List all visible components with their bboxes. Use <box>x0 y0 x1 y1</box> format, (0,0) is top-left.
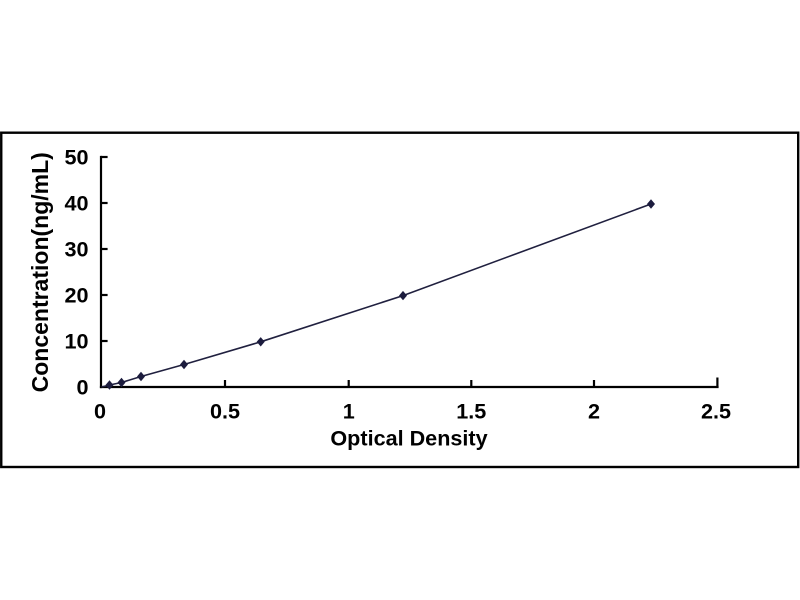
svg-text:0: 0 <box>76 375 88 400</box>
svg-text:40: 40 <box>64 191 88 216</box>
svg-text:Concentration(ng/mL): Concentration(ng/mL) <box>27 152 53 392</box>
svg-text:Optical Density: Optical Density <box>330 426 487 451</box>
svg-text:10: 10 <box>64 329 88 354</box>
svg-text:0: 0 <box>94 399 106 424</box>
svg-text:0.5: 0.5 <box>210 399 240 424</box>
svg-text:1: 1 <box>343 399 355 424</box>
svg-text:30: 30 <box>64 237 88 262</box>
svg-text:20: 20 <box>64 283 88 308</box>
svg-text:2: 2 <box>588 399 600 424</box>
svg-text:1.5: 1.5 <box>456 399 486 424</box>
svg-text:2.5: 2.5 <box>701 399 731 424</box>
svg-text:50: 50 <box>64 145 88 170</box>
